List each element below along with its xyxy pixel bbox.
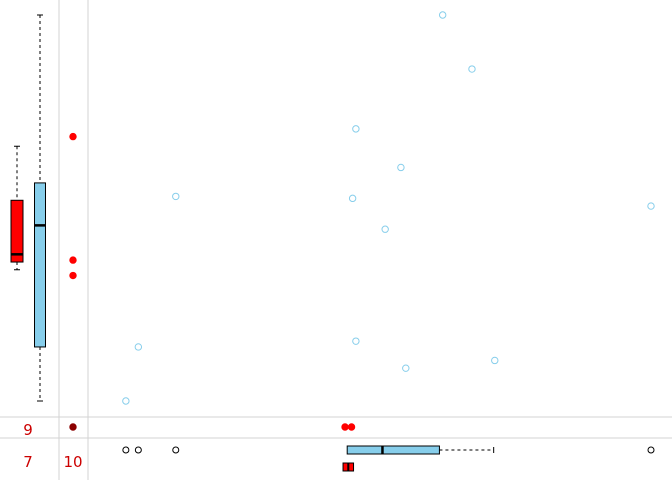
strip-point-x-3 bbox=[647, 446, 655, 454]
data-point-s0-11 bbox=[491, 356, 499, 365]
data-point-s0-3 bbox=[397, 163, 405, 172]
data-point-s0-6 bbox=[381, 225, 389, 233]
data-point-s0-5 bbox=[348, 194, 357, 203]
data-point-s0-2 bbox=[352, 125, 360, 133]
count-label-nonmissing-y: 9 bbox=[23, 421, 33, 439]
boxplot-x-box bbox=[346, 445, 440, 455]
strip-point-x-1 bbox=[134, 446, 142, 454]
data-point-s0-1 bbox=[468, 65, 476, 73]
strip-point-y-1 bbox=[69, 132, 77, 141]
boxplot-y-red-box bbox=[10, 199, 24, 263]
data-point-s0-0 bbox=[438, 11, 447, 19]
strip-point-y-0 bbox=[69, 256, 77, 264]
missing-point-dark bbox=[69, 423, 77, 431]
boxplot-y-sky-box bbox=[34, 182, 46, 348]
data-point-s0-9 bbox=[352, 337, 360, 345]
count-label-both-missing: 7 bbox=[23, 453, 33, 471]
data-point-s0-8 bbox=[134, 343, 143, 351]
data-point-s1-1 bbox=[347, 423, 356, 431]
data-point-s0-4 bbox=[172, 192, 180, 201]
strip-point-y-2 bbox=[69, 271, 77, 280]
chart-marks bbox=[10, 11, 655, 472]
data-point-s0-7 bbox=[647, 202, 655, 210]
strip-point-x-0 bbox=[122, 446, 130, 454]
data-point-s1-0 bbox=[341, 423, 349, 431]
data-point-s0-12 bbox=[122, 397, 130, 405]
count-label-nonmissing-x: 10 bbox=[63, 453, 82, 471]
data-point-s0-10 bbox=[402, 364, 410, 372]
strip-point-x-2 bbox=[172, 446, 180, 454]
